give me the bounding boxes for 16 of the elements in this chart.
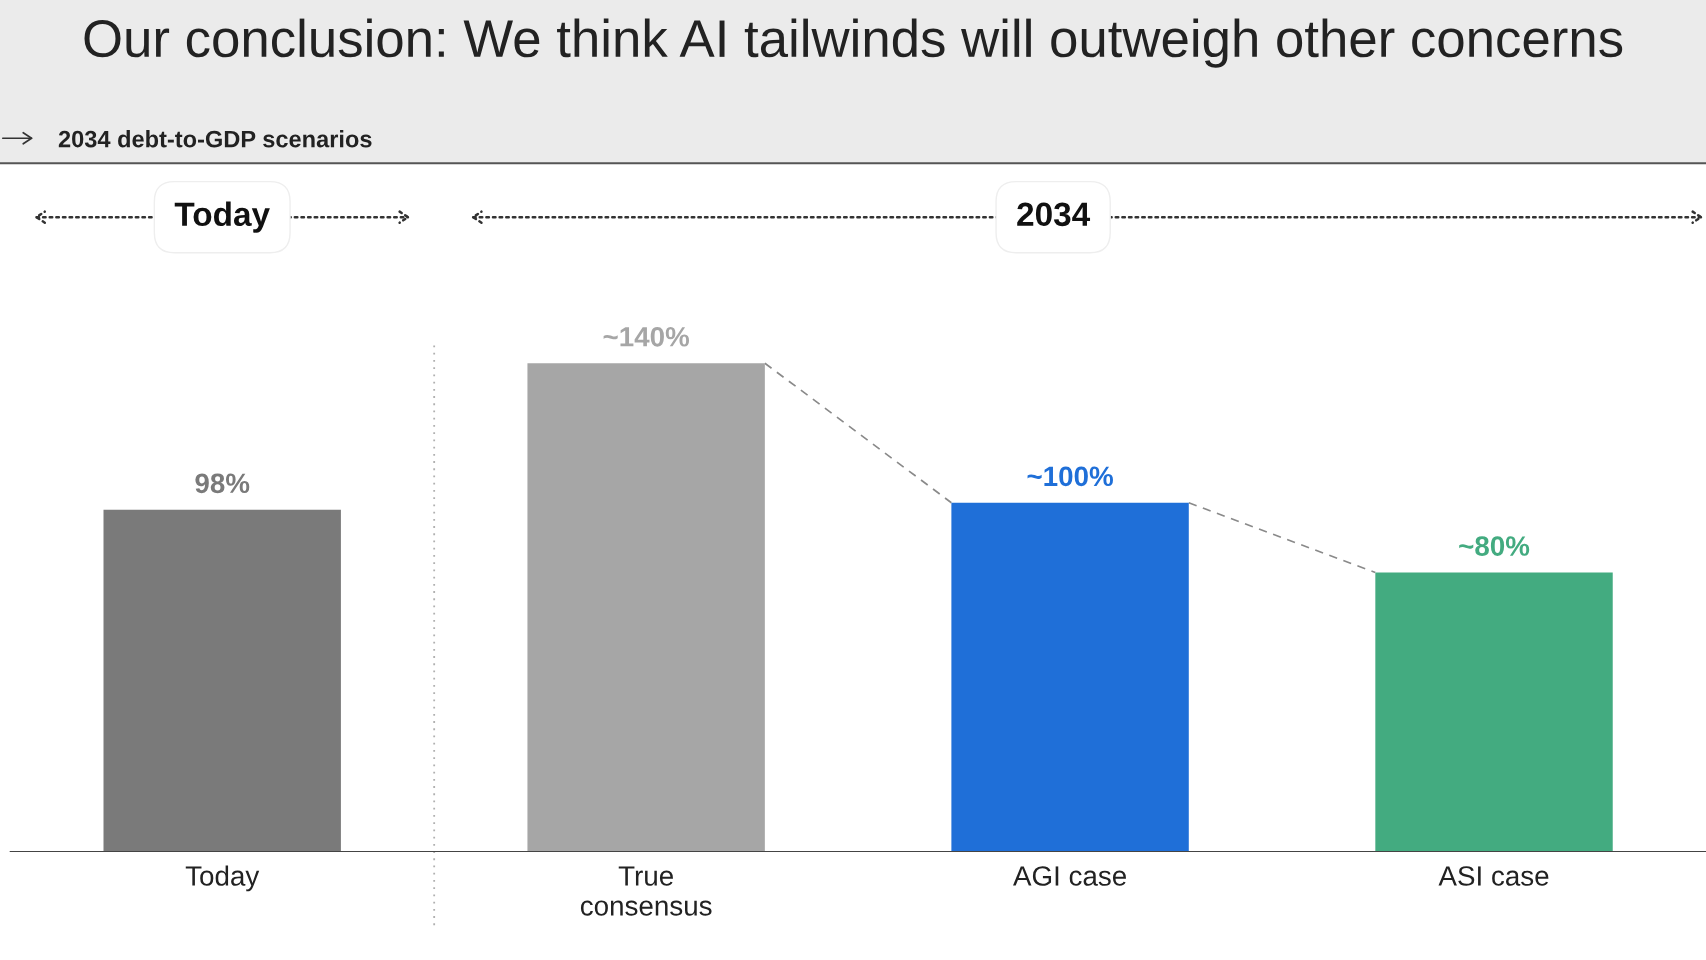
- x-tick-label: Today: [185, 865, 260, 892]
- bar: [103, 509, 341, 852]
- data-label: ~100%: [1027, 466, 1113, 487]
- bar: [1375, 572, 1613, 852]
- bar: [951, 502, 1189, 852]
- data-label: ~140%: [603, 326, 690, 347]
- x-tick-label: True consensus: [580, 866, 712, 916]
- x-tick-label: AGI case: [1013, 866, 1126, 886]
- x-tick-label: ASI case: [1438, 866, 1549, 886]
- chart-title: Our conclusion: We think AI tailwinds will outweigh other concerns: [84, 18, 1623, 68]
- data-label: ~80%: [1459, 536, 1530, 556]
- bar: [527, 363, 765, 852]
- text: 2034: [1017, 202, 1091, 227]
- data-label: 98%: [195, 473, 250, 494]
- chart-subtitle: 2034 debt-to-GDP scenarios: [58, 130, 372, 148]
- text: Today: [174, 201, 270, 233]
